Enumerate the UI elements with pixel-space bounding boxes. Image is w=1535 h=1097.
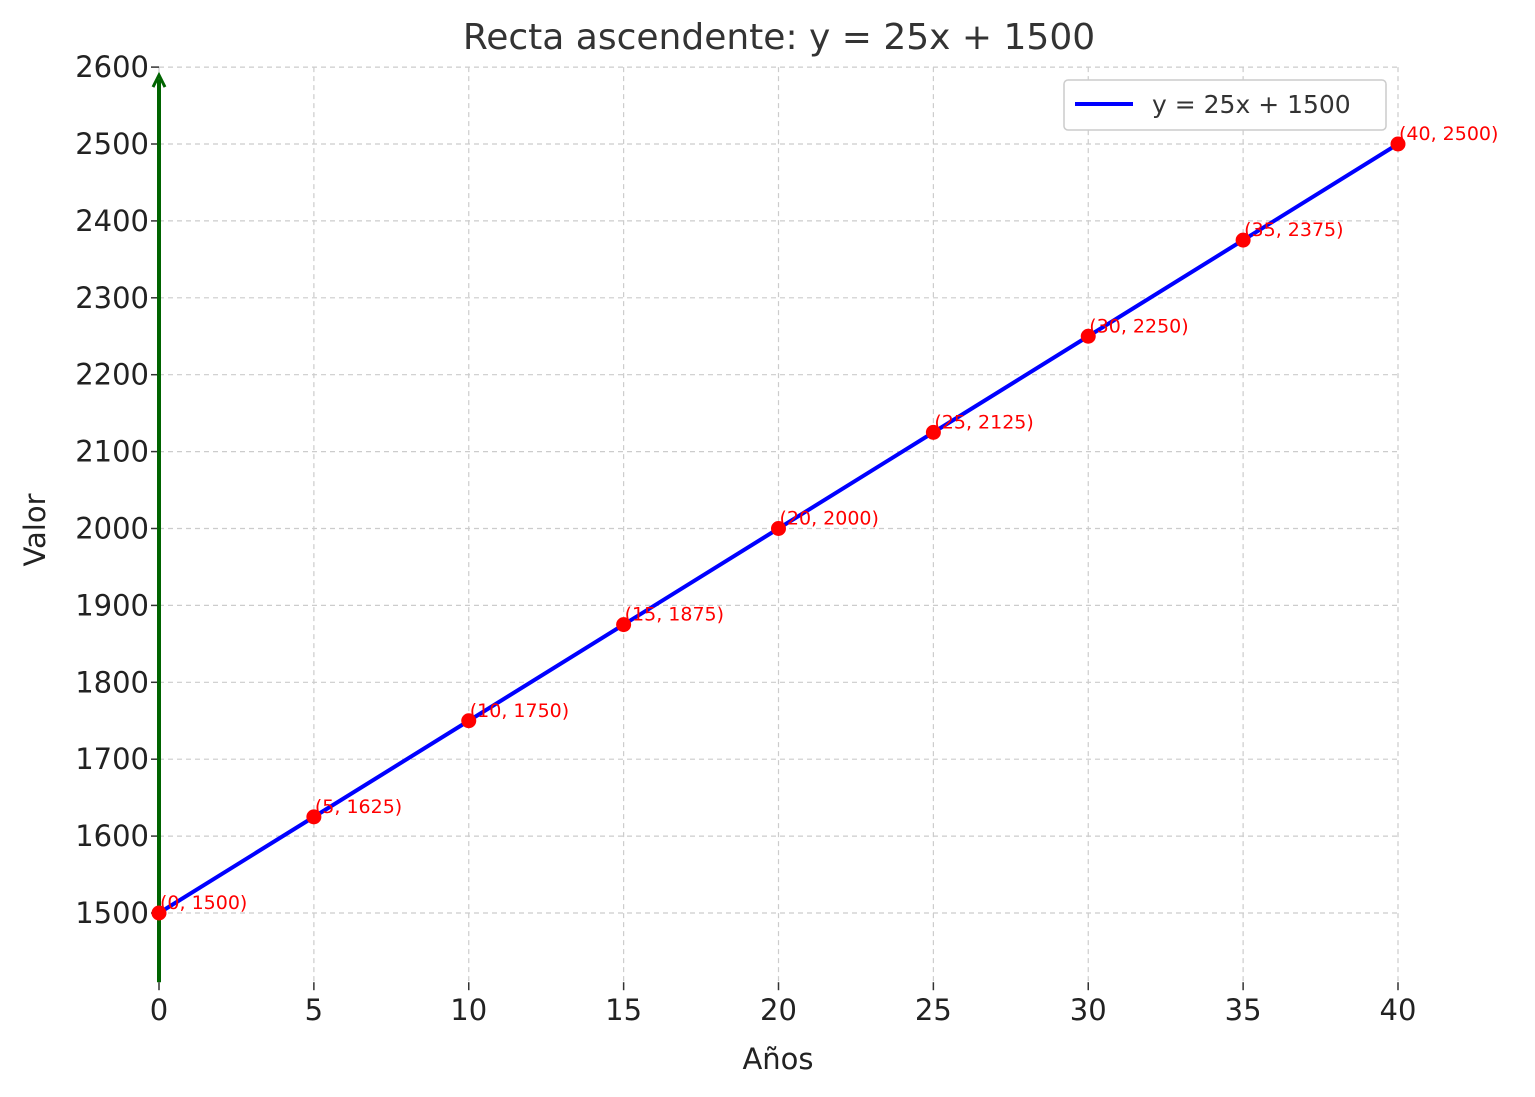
data-point-label: (30, 2250) [1089, 315, 1188, 337]
x-tick-label: 20 [760, 993, 797, 1027]
y-axis: 1500 1600 1700 1800 1900 2000 2100 2200 2300 2400… [75, 50, 167, 983]
x-tick-label: 15 [605, 993, 642, 1027]
x-tick-label: 10 [450, 993, 487, 1027]
data-point [306, 809, 322, 825]
y-tick-label: 1900 [75, 588, 149, 622]
y-tick-label: 2200 [75, 358, 149, 392]
x-tick-label: 35 [1225, 993, 1262, 1027]
y-tick-label: 2600 [75, 50, 149, 84]
y-tick-label: 2100 [75, 435, 149, 469]
data-point-label: (15, 1875) [625, 604, 724, 626]
data-point [1080, 328, 1096, 344]
data-point-label: (25, 2125) [934, 411, 1033, 433]
data-point [771, 521, 786, 536]
y-tick-label: 1700 [75, 742, 149, 776]
y-tick-label: 2500 [75, 127, 149, 161]
data-point-label: (5, 1625) [315, 796, 402, 818]
data-point-label: (0, 1500) [160, 892, 247, 914]
data-point [151, 905, 167, 921]
x-tick-label: 0 [150, 993, 168, 1027]
y-tick-label: 1500 [75, 896, 149, 930]
y-tick-label: 1600 [75, 819, 149, 853]
data-point [616, 617, 632, 633]
y-axis-arrow-head [151, 71, 167, 88]
data-point [461, 713, 477, 729]
x-axis-label: Años [742, 1042, 813, 1076]
data-point-label: (35, 2375) [1244, 219, 1343, 241]
data-point [1390, 136, 1406, 152]
legend-entry-label: y = 25x + 1500 [1152, 90, 1351, 119]
x-tick-label: 30 [1070, 993, 1107, 1027]
y-tick-label: 2300 [75, 281, 149, 315]
y-axis-label: Valor [18, 493, 52, 566]
data-point [925, 424, 941, 440]
y-tick-label: 2000 [75, 512, 149, 546]
legend: y = 25x + 1500 [1063, 79, 1387, 131]
x-axis: 0 5 10 15 20 25 30 35 40 [150, 982, 1417, 1027]
legend-box [1063, 79, 1387, 131]
chart-title: Recta ascendente: y = 25x + 1500 [463, 17, 1095, 58]
points-layer: (0, 1500) (5, 1625) (10, 1750) (15, 1875) (2… [151, 123, 1498, 921]
y-tick-label: 2400 [75, 204, 149, 238]
data-point-label: (40, 2500) [1399, 123, 1498, 145]
y-tick-label: 1800 [75, 665, 149, 699]
data-point [1235, 232, 1251, 248]
x-tick-label: 25 [915, 993, 952, 1027]
data-point-label: (20, 2000) [780, 508, 879, 530]
data-point-label: (10, 1750) [470, 700, 569, 722]
x-tick-label: 5 [305, 993, 323, 1027]
x-tick-label: 40 [1380, 993, 1417, 1027]
